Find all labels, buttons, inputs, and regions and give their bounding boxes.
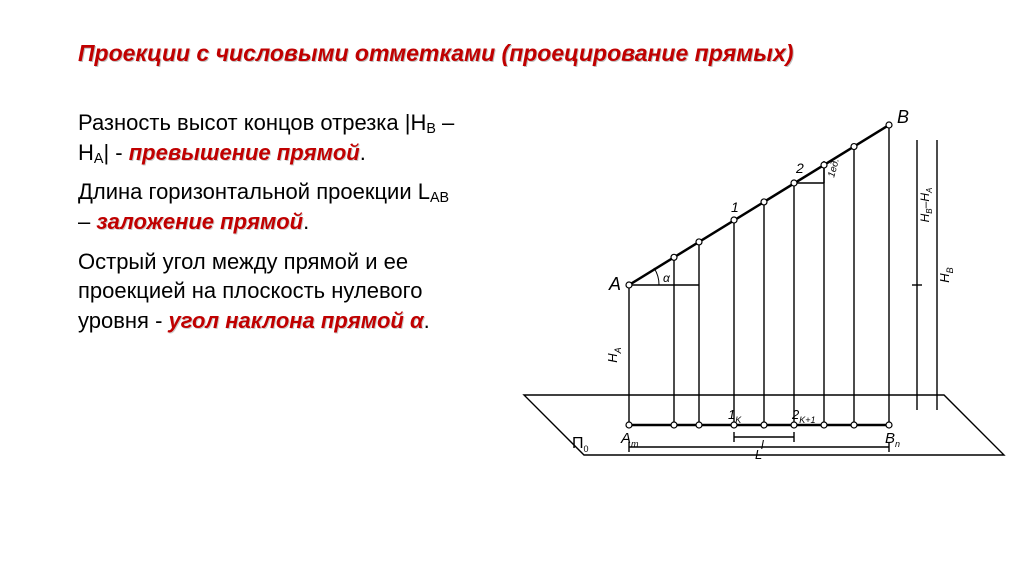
projection-diagram: AB12AmBn1K2K+1HAHBHB–HA1ед.αLlП0: [514, 90, 1014, 470]
text: Разность высот концов отрезка |Н: [78, 110, 426, 135]
svg-text:1K: 1K: [728, 407, 742, 425]
body-text: Разность высот концов отрезка |НB – НA| …: [78, 108, 458, 346]
subscript: B: [426, 121, 436, 137]
svg-text:2: 2: [795, 160, 804, 176]
emphasis: угол наклона прямой α: [169, 308, 424, 333]
paragraph-3: Острый угол между прямой и ее проекцией …: [78, 247, 458, 336]
svg-text:HB: HB: [937, 267, 955, 282]
text: | -: [103, 140, 128, 165]
text: Длина горизонтальной проекции L: [78, 179, 430, 204]
text: .: [303, 209, 309, 234]
svg-text:HB–HA: HB–HA: [918, 188, 934, 223]
svg-text:1ед.: 1ед.: [826, 157, 842, 179]
svg-text:Am: Am: [620, 430, 639, 449]
svg-text:α: α: [663, 271, 671, 285]
svg-text:1: 1: [731, 199, 739, 215]
svg-text:l: l: [761, 438, 764, 452]
svg-text:Bn: Bn: [885, 430, 900, 449]
emphasis: превышение прямой: [129, 140, 360, 165]
paragraph-2: Длина горизонтальной проекции LAB – зало…: [78, 177, 458, 236]
page-title: Проекции с числовыми отметками (проециро…: [78, 40, 984, 67]
svg-text:П0: П0: [572, 435, 589, 454]
subscript: AB: [430, 190, 449, 206]
text: .: [424, 308, 430, 333]
paragraph-1: Разность высот концов отрезка |НB – НA| …: [78, 108, 458, 167]
svg-text:B: B: [897, 107, 909, 127]
text: .: [360, 140, 366, 165]
subscript: A: [94, 151, 104, 167]
svg-text:A: A: [608, 274, 621, 294]
emphasis: заложение прямой: [96, 209, 303, 234]
text: –: [78, 209, 96, 234]
svg-text:HA: HA: [605, 347, 623, 362]
